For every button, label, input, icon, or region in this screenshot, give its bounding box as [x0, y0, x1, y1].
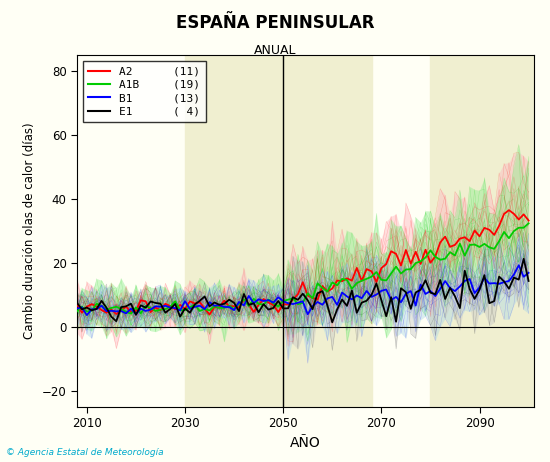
Y-axis label: Cambio duración olas de calor (días): Cambio duración olas de calor (días)	[23, 123, 36, 339]
Text: ANUAL: ANUAL	[254, 44, 296, 57]
X-axis label: AÑO: AÑO	[290, 436, 321, 450]
Text: © Agencia Estatal de Meteorología: © Agencia Estatal de Meteorología	[6, 449, 163, 457]
Legend: A2      (11), A1B     (19), B1      (13), E1      ( 4): A2 (11), A1B (19), B1 (13), E1 ( 4)	[82, 61, 206, 122]
Bar	[431, 55, 534, 407]
Bar	[283, 55, 371, 407]
Bar	[185, 55, 283, 407]
Text: ESPAÑA PENINSULAR: ESPAÑA PENINSULAR	[176, 14, 374, 32]
